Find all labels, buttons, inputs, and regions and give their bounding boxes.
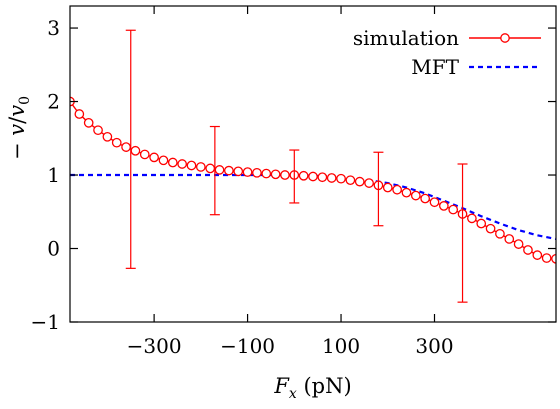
simulation-point: [504, 234, 515, 244]
simulation-point: [224, 165, 234, 176]
simulation-point: [74, 109, 85, 119]
simulation-point: [186, 160, 197, 171]
simulation-point: [195, 162, 206, 172]
simulation-point: [298, 170, 309, 181]
error-bar: [457, 163, 468, 303]
plot-content: [70, 29, 556, 303]
simulation-point: [532, 250, 543, 260]
simulation-point: [336, 173, 346, 184]
error-bar: [209, 125, 220, 216]
simulation-point: [102, 131, 113, 142]
y-tick-label: 2: [47, 90, 60, 114]
simulation-point: [401, 187, 412, 198]
simulation-point: [429, 197, 440, 208]
simulation-point: [485, 223, 496, 234]
simulation-point: [541, 253, 552, 263]
simulation-point: [242, 167, 253, 177]
simulation-point: [523, 245, 533, 255]
error-bar: [289, 149, 300, 204]
error-bar: [373, 151, 384, 227]
legend-label: MFT: [411, 55, 459, 79]
x-tick-label: 100: [322, 334, 360, 358]
simulation-point: [308, 171, 318, 182]
simulation-point: [205, 163, 216, 174]
simulation-point: [410, 190, 421, 201]
simulation-point: [448, 204, 459, 215]
legend-label: simulation: [353, 26, 459, 50]
simulation-point: [83, 117, 94, 128]
x-axis-label: Fx (pN): [273, 374, 351, 402]
mft-line: [70, 173, 556, 241]
simulation-point: [467, 213, 477, 224]
y-tick-label: 3: [47, 16, 60, 40]
simulation-point: [513, 239, 524, 249]
simulation-point: [149, 152, 159, 163]
simulation-point: [354, 176, 365, 187]
y-axis-label-text: − v/v0: [5, 96, 33, 160]
simulation-point: [392, 184, 402, 195]
x-tick-label: −300: [127, 334, 182, 358]
error-bar: [125, 29, 136, 269]
simulation-point: [280, 170, 290, 180]
simulation-point: [158, 155, 169, 166]
simulation-point: [495, 228, 505, 239]
simulation-point: [111, 137, 122, 148]
x-axis-label-text: Fx (pN): [273, 374, 351, 402]
simulation-point: [139, 149, 150, 160]
axis-ticks: −300 −100 100 300 −1 0 1 2 3: [31, 6, 556, 358]
plot-frame: [69, 5, 557, 323]
simulation-point: [270, 169, 281, 180]
legend-item-mft: MFT: [411, 55, 541, 79]
simulation-point: [121, 142, 131, 152]
simulation-point: [476, 218, 487, 229]
x-tick-label: −100: [220, 334, 275, 358]
simulation-point: [167, 157, 178, 168]
simulation-point: [130, 145, 141, 156]
x-tick-label: 300: [415, 334, 453, 358]
legend-swatch-marker: [500, 33, 510, 43]
simulation-point: [214, 165, 225, 175]
simulation-point: [261, 168, 272, 179]
legend: simulation MFT: [353, 26, 541, 79]
simulation-point: [382, 182, 393, 193]
simulation-point: [326, 173, 337, 183]
y-tick-label: 1: [47, 163, 60, 187]
y-axis-label: − v/v0: [5, 96, 33, 160]
y-tick-label: 0: [47, 237, 60, 261]
simulation-point: [177, 159, 188, 169]
legend-item-simulation: simulation: [353, 26, 541, 50]
simulation-point: [345, 175, 356, 186]
simulation-point: [364, 178, 374, 188]
simulation-point: [317, 172, 328, 183]
simulation-point: [438, 201, 449, 211]
simulation-point: [93, 125, 103, 136]
y-tick-label: −1: [31, 310, 60, 334]
simulation-point: [252, 167, 262, 178]
simulation-point: [420, 193, 431, 204]
simulation-point: [233, 166, 244, 177]
